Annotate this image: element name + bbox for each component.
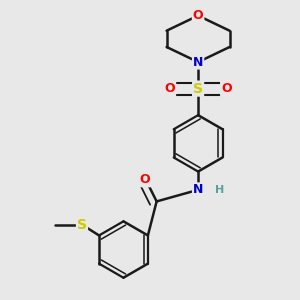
Text: H: H [215,185,224,195]
Text: O: O [140,173,150,186]
Text: N: N [193,56,203,69]
Text: S: S [77,218,87,232]
Text: S: S [193,82,203,96]
Text: O: O [221,82,232,95]
Text: O: O [193,9,203,22]
Text: N: N [193,183,203,196]
Text: O: O [165,82,175,95]
